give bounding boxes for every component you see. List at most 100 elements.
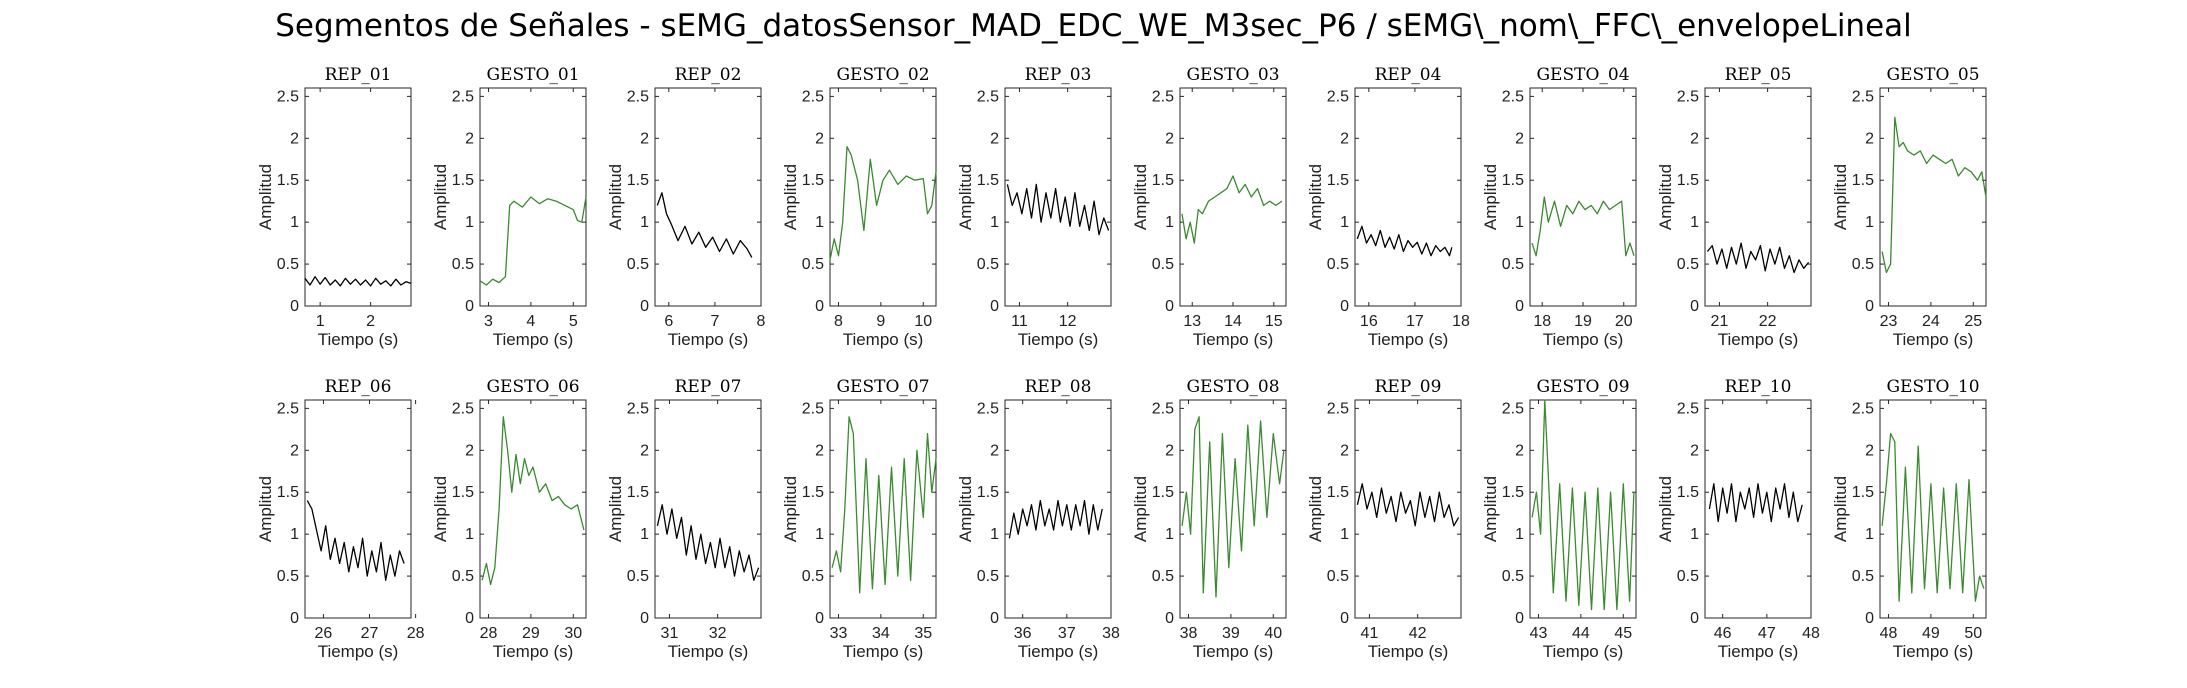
x-axis-label: Tiempo (s) <box>1718 642 1799 661</box>
x-axis-label: Tiempo (s) <box>318 330 399 349</box>
subplot-1: 0 0.5 1 1.5 2 2.5 1 2 REP_01 Tiempo (s) Amplitud <box>256 65 412 349</box>
y-tick-label: 0.5 <box>802 568 824 585</box>
x-tick-label: 34 <box>872 625 890 642</box>
axes-box <box>1354 87 1462 307</box>
axes-box <box>829 399 937 619</box>
y-tick-label: 2 <box>1865 442 1874 459</box>
x-axis-label: Tiempo (s) <box>1193 330 1274 349</box>
y-tick-label: 2 <box>1165 442 1174 459</box>
series-line <box>1181 416 1285 598</box>
y-axis-label: Amplitud <box>1831 164 1850 230</box>
y-tick-label: 0 <box>1165 298 1174 315</box>
x-axis-label: Tiempo (s) <box>843 330 924 349</box>
x-tick-label: 17 <box>1406 313 1424 330</box>
x-tick-label: 5 <box>569 313 578 330</box>
y-tick-label: 0 <box>990 610 999 627</box>
y-tick-label: 1 <box>1515 526 1524 543</box>
y-tick-label: 0.5 <box>627 568 649 585</box>
subplot-title: GESTO_02 <box>836 65 929 85</box>
x-axis-label: Tiempo (s) <box>1018 330 1099 349</box>
y-tick-label: 2.5 <box>977 88 999 105</box>
y-tick-label: 2 <box>1515 130 1524 147</box>
x-tick-label: 25 <box>1964 313 1982 330</box>
y-tick-label: 1.5 <box>1852 484 1874 501</box>
x-tick-label: 19 <box>1574 313 1592 330</box>
subplot-9: 0 0.5 1 1.5 2 2.5 21 22 REP_05 Tiempo (s) Amplitud <box>1656 65 1812 349</box>
y-tick-label: 0 <box>1865 610 1874 627</box>
x-tick-label: 49 <box>1922 625 1940 642</box>
x-tick-label: 13 <box>1183 313 1201 330</box>
y-tick-label: 2 <box>990 130 999 147</box>
y-tick-label: 1 <box>1165 214 1174 231</box>
axes-box <box>479 399 587 619</box>
y-tick-label: 0.5 <box>1502 256 1524 273</box>
y-tick-label: 0.5 <box>627 256 649 273</box>
y-tick-label: 2 <box>1340 442 1349 459</box>
y-tick-label: 0 <box>815 298 824 315</box>
axes-box <box>1004 399 1112 619</box>
y-tick-label: 0.5 <box>452 568 474 585</box>
subplot-16: 0 0.5 1 1.5 2 2.5 38 39 40 GESTO_08 Tiempo (s) Ampl… <box>1131 377 1287 661</box>
y-tick-label: 0 <box>465 610 474 627</box>
y-tick-label: 2 <box>1690 442 1699 459</box>
axes-box <box>654 399 762 619</box>
subplot-18: 0 0.5 1 1.5 2 2.5 43 44 45 GESTO_09 Tiempo (s) Ampl… <box>1481 377 1637 661</box>
y-tick-label: 1 <box>465 214 474 231</box>
y-tick-label: 1 <box>1865 526 1874 543</box>
y-tick-label: 1.5 <box>1327 172 1349 189</box>
y-tick-label: 1 <box>1515 214 1524 231</box>
subplot-12: 0 0.5 1 1.5 2 2.5 28 29 30 GESTO_06 Tiempo (s) Ampl… <box>431 377 587 661</box>
y-tick-label: 2.5 <box>1327 400 1349 417</box>
axes-box <box>304 399 412 619</box>
y-tick-label: 1 <box>1690 526 1699 543</box>
y-tick-label: 2.5 <box>1677 400 1699 417</box>
subplot-title: REP_02 <box>675 65 742 85</box>
series-line <box>1008 499 1103 539</box>
x-tick-label: 35 <box>914 625 932 642</box>
series-line <box>1881 116 1987 274</box>
y-tick-label: 2.5 <box>1327 88 1349 105</box>
subplot-17: 0 0.5 1 1.5 2 2.5 41 42 REP_09 Tiempo (s) Amplitud <box>1306 377 1462 661</box>
y-tick-label: 2 <box>290 442 299 459</box>
series-line <box>479 196 587 286</box>
subplot-13: 0 0.5 1 1.5 2 2.5 31 32 REP_07 Tiempo (s) Amplitud <box>606 377 762 661</box>
subplot-title: REP_07 <box>675 377 742 397</box>
y-tick-label: 0 <box>1340 610 1349 627</box>
y-tick-label: 0.5 <box>977 568 999 585</box>
y-tick-label: 2.5 <box>802 400 824 417</box>
y-tick-label: 0.5 <box>1852 256 1874 273</box>
y-axis-label: Amplitud <box>431 164 450 230</box>
x-axis-label: Tiempo (s) <box>843 642 924 661</box>
y-tick-label: 2.5 <box>627 400 649 417</box>
subplot-6: 0 0.5 1 1.5 2 2.5 13 14 15 GESTO_03 Tiempo (s) Ampl… <box>1131 65 1287 349</box>
y-tick-label: 2.5 <box>1502 88 1524 105</box>
y-tick-label: 0.5 <box>802 256 824 273</box>
y-axis-label: Amplitud <box>256 476 275 542</box>
y-tick-label: 2.5 <box>1502 400 1524 417</box>
y-axis-label: Amplitud <box>1306 476 1325 542</box>
y-tick-label: 2 <box>1865 130 1874 147</box>
series-line <box>829 146 937 261</box>
series-line <box>1531 399 1635 611</box>
axes-box <box>1354 399 1462 619</box>
y-axis-label: Amplitud <box>1306 164 1325 230</box>
subplot-title: GESTO_06 <box>486 377 579 397</box>
subplot-title: GESTO_04 <box>1536 65 1629 85</box>
subplot-10: 0 0.5 1 1.5 2 2.5 23 24 25 GESTO_05 Tiempo (s) Ampl… <box>1831 65 1987 349</box>
x-tick-label: 21 <box>1711 313 1729 330</box>
axes-box <box>829 87 937 307</box>
y-tick-label: 0 <box>815 610 824 627</box>
series-line <box>304 276 412 287</box>
y-tick-label: 1.5 <box>802 172 824 189</box>
y-tick-label: 1.5 <box>1152 484 1174 501</box>
y-tick-label: 2 <box>465 442 474 459</box>
y-tick-label: 1.5 <box>627 172 649 189</box>
y-tick-label: 0 <box>1865 298 1874 315</box>
y-axis-label: Amplitud <box>781 476 800 542</box>
y-tick-label: 1.5 <box>1677 484 1699 501</box>
x-tick-label: 15 <box>1265 313 1283 330</box>
y-tick-label: 0.5 <box>277 568 299 585</box>
y-axis-label: Amplitud <box>606 476 625 542</box>
x-tick-label: 48 <box>1802 625 1820 642</box>
x-tick-label: 39 <box>1222 625 1240 642</box>
